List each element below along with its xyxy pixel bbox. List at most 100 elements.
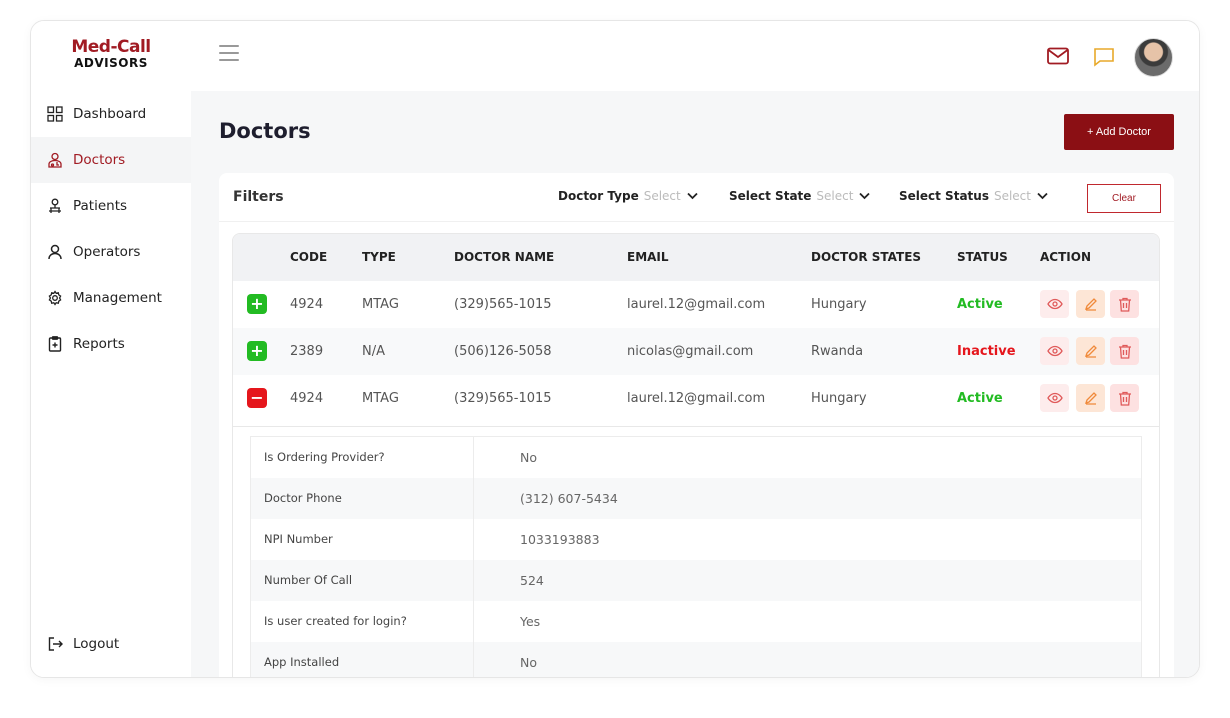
status-filter[interactable]: Select Status Select [899, 189, 1048, 203]
filter-value: Select [993, 189, 1031, 203]
edit-button[interactable] [1076, 290, 1105, 318]
clear-button[interactable]: Clear [1087, 184, 1161, 213]
brand-line1: Med-Call [71, 37, 151, 57]
doctor-name-cell: (329)565-1015 [454, 391, 552, 406]
detail-key: Number Of Call [264, 573, 353, 587]
eye-icon [1046, 392, 1063, 404]
code-cell: 4924 [290, 297, 324, 312]
sidebar-item-label: Dashboard [73, 106, 147, 122]
brand-logo[interactable]: Med-Call ADVISORS [31, 37, 191, 70]
sidebar-item-label: Reports [73, 336, 125, 352]
edit-button[interactable] [1076, 384, 1105, 412]
column-header-doctor-name[interactable]: DOCTOR NAME [454, 250, 555, 264]
app-window: Med-Call ADVISORS Dashboard Doctors Pati… [30, 20, 1200, 678]
brand-line2: ADVISORS [74, 56, 148, 70]
hamburger-menu-icon[interactable] [219, 45, 239, 63]
detail-key: Is user created for login? [264, 614, 407, 628]
detail-row: Is Ordering Provider? No [251, 437, 1141, 478]
view-button[interactable] [1040, 384, 1069, 412]
detail-row: App Installed No [251, 642, 1141, 677]
state-filter[interactable]: Select State Select [729, 189, 871, 203]
delete-button[interactable] [1110, 337, 1139, 365]
expand-row-button[interactable]: + [247, 341, 267, 361]
sidebar-item-label: Patients [73, 198, 128, 214]
state-cell: Rwanda [811, 344, 864, 359]
email-cell: laurel.12@gmail.com [627, 297, 766, 312]
table-header: CODE TYPE DOCTOR NAME EMAIL DOCTOR STATE… [233, 234, 1159, 281]
view-button[interactable] [1040, 337, 1069, 365]
chat-icon[interactable] [1093, 47, 1115, 71]
view-button[interactable] [1040, 290, 1069, 318]
detail-key: App Installed [264, 655, 340, 669]
column-header-email[interactable]: EMAIL [627, 250, 669, 264]
filters-label: Filters [233, 189, 284, 205]
filter-value: Select [643, 189, 681, 203]
expand-row-button[interactable]: + [247, 294, 267, 314]
doctor-name-cell: (329)565-1015 [454, 297, 552, 312]
logout-button[interactable]: Logout [31, 621, 191, 667]
detail-value: (312) 607-5434 [520, 491, 618, 506]
state-cell: Hungary [811, 297, 867, 312]
divider [233, 426, 1159, 427]
table-row[interactable]: + 4924 MTAG (329)565-1015 laurel.12@gmai… [233, 281, 1159, 328]
sidebar-item-reports[interactable]: Reports [31, 321, 191, 367]
pencil-icon [1084, 345, 1097, 358]
detail-value: No [520, 655, 537, 670]
filter-label: Select State [729, 189, 812, 203]
table-row[interactable]: − 4924 MTAG (329)565-1015 laurel.12@gmai… [233, 375, 1159, 422]
trash-icon [1118, 297, 1131, 312]
detail-row: Number Of Call 524 [251, 560, 1141, 601]
chevron-down-icon [859, 192, 871, 200]
delete-button[interactable] [1110, 290, 1139, 318]
sidebar-item-management[interactable]: Management [31, 275, 191, 321]
filter-label: Select Status [899, 189, 989, 203]
page-title: Doctors [219, 119, 311, 143]
code-cell: 4924 [290, 391, 324, 406]
email-cell: nicolas@gmail.com [627, 344, 754, 359]
sidebar-item-label: Operators [73, 244, 141, 260]
state-cell: Hungary [811, 391, 867, 406]
detail-key: NPI Number [264, 532, 333, 546]
logout-label: Logout [73, 636, 120, 652]
type-cell: MTAG [362, 297, 399, 312]
delete-button[interactable] [1110, 384, 1139, 412]
edit-button[interactable] [1076, 337, 1105, 365]
sidebar-item-patients[interactable]: Patients [31, 183, 191, 229]
status-badge: Inactive [957, 344, 1016, 359]
detail-key: Doctor Phone [264, 491, 342, 505]
sidebar-item-label: Management [73, 290, 162, 306]
detail-value: 1033193883 [520, 532, 600, 547]
detail-row: Doctor Phone (312) 607-5434 [251, 478, 1141, 519]
trash-icon [1118, 344, 1131, 359]
column-header-doctor-states[interactable]: DOCTOR STATES [811, 250, 922, 264]
sidebar-item-dashboard[interactable]: Dashboard [31, 91, 191, 137]
status-badge: Active [957, 297, 1003, 312]
sidebar-item-doctors[interactable]: Doctors [31, 137, 191, 183]
doctors-table: CODE TYPE DOCTOR NAME EMAIL DOCTOR STATE… [232, 233, 1160, 677]
column-header-status[interactable]: STATUS [957, 250, 1008, 264]
add-doctor-button[interactable]: + Add Doctor [1064, 114, 1174, 150]
email-cell: laurel.12@gmail.com [627, 391, 766, 406]
grid-icon [47, 106, 63, 122]
avatar[interactable] [1134, 38, 1173, 77]
column-header-code[interactable]: CODE [290, 250, 328, 264]
doctor-type-filter[interactable]: Doctor Type Select [558, 189, 698, 203]
detail-value: 524 [520, 573, 544, 588]
gear-icon [47, 290, 63, 306]
divider [219, 221, 1174, 222]
doctor-name-cell: (506)126-5058 [454, 344, 552, 359]
sidebar-item-operators[interactable]: Operators [31, 229, 191, 275]
logout-icon [47, 636, 63, 652]
row-details-panel: Is Ordering Provider? No Doctor Phone (3… [250, 436, 1142, 677]
table-row[interactable]: + 2389 N/A (506)126-5058 nicolas@gmail.c… [233, 328, 1159, 375]
code-cell: 2389 [290, 344, 324, 359]
mail-icon[interactable] [1047, 47, 1069, 69]
column-header-action: ACTION [1040, 250, 1091, 264]
collapse-row-button[interactable]: − [247, 388, 267, 408]
column-header-type[interactable]: TYPE [362, 250, 396, 264]
detail-column-divider [473, 437, 474, 677]
eye-icon [1046, 345, 1063, 357]
eye-icon [1046, 298, 1063, 310]
detail-value: No [520, 450, 537, 465]
detail-key: Is Ordering Provider? [264, 450, 385, 464]
